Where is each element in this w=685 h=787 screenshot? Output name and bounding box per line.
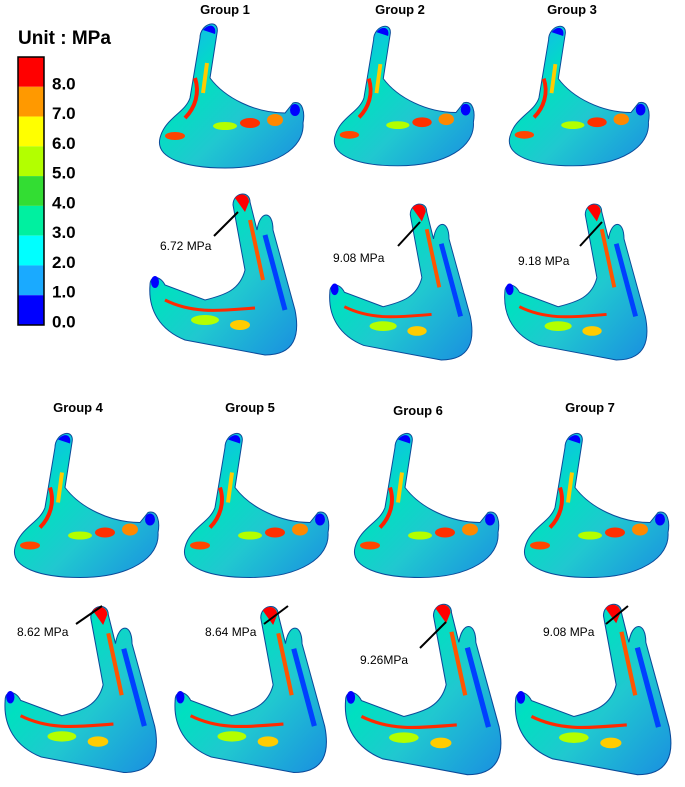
model	[345, 604, 501, 774]
model	[184, 433, 328, 577]
legend-label: 3.0	[52, 223, 76, 242]
model	[332, 24, 477, 168]
leader-line	[397, 221, 421, 247]
legend: Unit : MPa 8.0 7.0 6.0 5.0 4.0 3.0 2.0 1.0 0.0	[17, 28, 111, 331]
legend-label: 5.0	[52, 164, 76, 183]
legend-label: 1.0	[52, 283, 76, 302]
legend-label: 2.0	[52, 253, 76, 272]
leader-line	[263, 605, 289, 625]
legend-frame	[17, 56, 45, 326]
model	[505, 204, 647, 360]
leader-line	[605, 605, 629, 625]
legend-swatch	[18, 116, 44, 147]
leader-line	[75, 605, 103, 625]
group-label: Group 7	[565, 400, 615, 415]
group-label: Group 5	[225, 400, 275, 415]
peak-label: 9.08 MPa	[543, 625, 595, 639]
legend-swatch	[18, 146, 44, 177]
leader-line	[213, 211, 239, 237]
peak-label: 8.62 MPa	[17, 625, 69, 639]
group-labels: Group 1 Group 2 Group 3 Group 4 Group 5 …	[53, 2, 615, 418]
group-label: Group 3	[547, 2, 597, 17]
legend-swatch	[18, 265, 44, 296]
leader-line	[419, 621, 447, 649]
legend-label: 7.0	[52, 104, 76, 123]
legend-swatch	[18, 57, 44, 87]
peak-label: 6.72 MPa	[160, 239, 212, 253]
model	[524, 433, 668, 577]
legend-swatch	[18, 205, 44, 236]
legend-label: 6.0	[52, 134, 76, 153]
legend-swatch	[18, 176, 44, 206]
model	[150, 194, 297, 355]
leader-line	[579, 221, 603, 247]
peak-label: 9.26MPa	[360, 653, 408, 667]
model	[507, 24, 652, 168]
model	[14, 433, 158, 577]
group-label: Group 2	[375, 2, 425, 17]
group-label: Group 4	[53, 400, 104, 415]
peak-label: 9.18 MPa	[518, 254, 570, 268]
legend-swatch	[18, 295, 44, 325]
legend-swatch	[18, 235, 44, 266]
peak-label: 9.08 MPa	[333, 251, 385, 265]
model	[157, 21, 306, 171]
group-label: Group 6	[393, 403, 443, 418]
peak-annotations: 6.72 MPa 9.08 MPa 9.18 MPa 8.62 MPa 8.64…	[17, 211, 629, 667]
legend-swatch	[18, 86, 44, 117]
group-label: Group 1	[200, 2, 250, 17]
legend-title: Unit : MPa	[18, 28, 111, 49]
legend-label: 0.0	[52, 312, 76, 331]
legend-label: 8.0	[52, 74, 76, 93]
peak-label: 8.64 MPa	[205, 625, 257, 639]
model	[354, 433, 498, 577]
model	[330, 204, 472, 360]
legend-label: 4.0	[52, 193, 76, 212]
